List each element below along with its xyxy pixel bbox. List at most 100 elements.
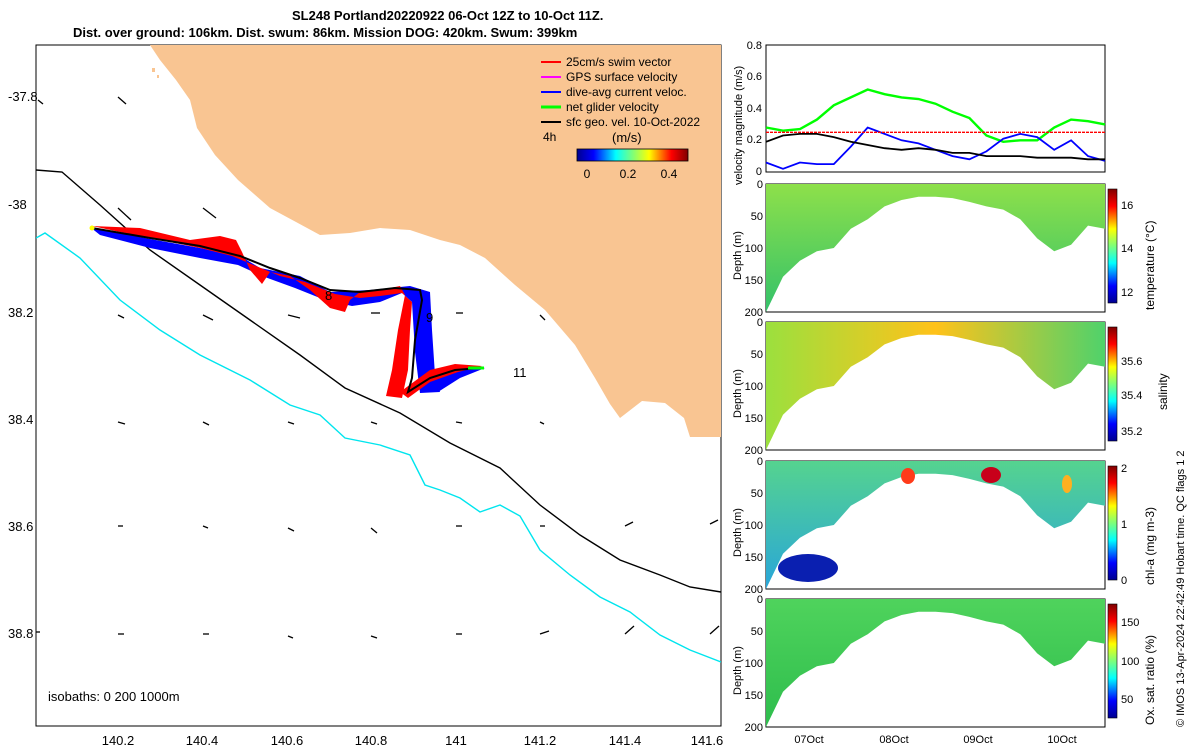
- chla-colorbar-tick: 0: [1121, 575, 1127, 587]
- glider-track: [89, 225, 484, 395]
- velocity-y-label: velocity magnitude (m/s): [733, 66, 745, 185]
- oxygen-colorbar-tick: 150: [1121, 617, 1139, 629]
- date-tick: 08Oct: [879, 734, 908, 746]
- oxygen-colorbar-label: Ox. sat. ratio (%): [1143, 635, 1157, 725]
- depth-tick: 50: [751, 349, 763, 361]
- isobath-note: isobaths: 0 200 1000m: [48, 689, 180, 704]
- salinity-colorbar-label: salinity: [1156, 373, 1170, 410]
- oxygen-colorbar-tick: 50: [1121, 694, 1133, 706]
- map-y-tick: 38.2: [8, 305, 33, 320]
- salinity-colorbar-tick: 35.6: [1121, 356, 1142, 368]
- section-depth-ticks: 0 50 100 150 200 0 50 100 150 200 0 50 1…: [745, 179, 763, 734]
- velocity-panel: 0 0.2 0.4 0.6 0.8 velocity magnitude (m/…: [733, 40, 1106, 185]
- chla-depth-label: Depth (m): [732, 508, 744, 557]
- velocity-series-group: [765, 88, 1106, 170]
- oxygen-colorbar-tick: 100: [1121, 656, 1139, 668]
- chla-colorbar: [1107, 465, 1118, 581]
- depth-tick: 0: [757, 317, 763, 329]
- map-y-ticks: -37.8 -38 38.2 38.4 38.6 38.8: [8, 89, 38, 641]
- temperature-section-fill: [766, 184, 1105, 312]
- date-tick: 09Oct: [963, 734, 992, 746]
- velocity-y-ticks: 0 0.2 0.4 0.6 0.8: [747, 40, 762, 178]
- map-x-tick: 141.4: [609, 733, 642, 748]
- map-x-tick: 141.2: [524, 733, 557, 748]
- map-colorbar-tick: 0.4: [661, 167, 678, 181]
- velocity-series-line: [765, 132, 1105, 161]
- salinity-colorbar: [1107, 326, 1118, 442]
- legend-label: GPS surface velocity: [566, 70, 677, 84]
- map-x-tick: 140.8: [355, 733, 388, 748]
- temperature-colorbar-tick: 14: [1121, 243, 1133, 255]
- depth-tick: 150: [745, 552, 763, 564]
- legend-label: sfc geo. vel. 10-Oct-2022: [566, 115, 700, 129]
- depth-tick: 200: [745, 584, 763, 596]
- velocity-y-tick: 0.6: [747, 71, 762, 83]
- chla-colorbar-label: chl-a (mg m-3): [1143, 507, 1157, 585]
- date-tick: 07Oct: [794, 734, 823, 746]
- title-line-2: Dist. over ground: 106km. Dist. swum: 86…: [73, 25, 577, 40]
- temperature-colorbar-label: temperature (°C): [1143, 221, 1157, 311]
- map-y-tick: 38.6: [8, 519, 33, 534]
- chla-hotspots: [778, 467, 1072, 582]
- oxygen-section-fill: [766, 599, 1105, 727]
- depth-tick: 150: [745, 690, 763, 702]
- map-x-tick: 141.6: [691, 733, 724, 748]
- depth-tick: 50: [751, 211, 763, 223]
- depth-tick: 0: [757, 179, 763, 191]
- date-tick: 10Oct: [1047, 734, 1076, 746]
- chla-panel: 2 1 0 chl-a (mg m-3) Depth (m): [732, 460, 1157, 590]
- temperature-colorbar-tick: 16: [1121, 200, 1133, 212]
- map-y-tick: -38: [8, 197, 27, 212]
- day-label: 11: [513, 365, 527, 380]
- velocity-frame: [765, 44, 1106, 173]
- temperature-colorbar-tick: 12: [1121, 287, 1133, 299]
- legend-item: dive-avg current veloc.: [541, 85, 687, 99]
- map-x-tick: 140.4: [186, 733, 219, 748]
- legend-item: GPS surface velocity: [541, 70, 677, 84]
- depth-tick: 200: [745, 445, 763, 457]
- temperature-panel: 16 14 12 temperature (°C) Depth (m): [732, 183, 1157, 313]
- day-label: 9: [426, 310, 433, 325]
- legend-label: 25cm/s swim vector: [566, 55, 671, 69]
- oxygen-colorbar: [1107, 603, 1118, 719]
- legend-item: net glider velocity: [541, 100, 659, 114]
- map-colorbar-tick: 0.2: [620, 167, 637, 181]
- legend-label: dive-avg current veloc.: [566, 85, 687, 99]
- depth-tick: 100: [745, 520, 763, 532]
- land-specks: [152, 68, 159, 78]
- depth-tick: 100: [745, 381, 763, 393]
- legend-item: 25cm/s swim vector: [541, 55, 671, 69]
- chla-section-fill: [766, 461, 1105, 589]
- title-line-1: SL248 Portland20220922 06-Oct 12Z to 10-…: [292, 8, 603, 23]
- salinity-depth-label: Depth (m): [732, 369, 744, 418]
- map-colorbar-tick: 0: [584, 167, 591, 181]
- depth-tick: 0: [757, 456, 763, 468]
- velocity-y-tick: 0: [756, 166, 762, 178]
- surface-geostrophic-velocity-arrows: [36, 96, 720, 639]
- salinity-colorbar-tick: 35.4: [1121, 390, 1142, 402]
- map-legend: 25cm/s swim vector GPS surface velocity …: [541, 55, 700, 181]
- depth-tick: 50: [751, 488, 763, 500]
- depth-tick: 200: [745, 722, 763, 734]
- day-label: 8: [325, 288, 332, 303]
- time-scale-label: 4h: [543, 130, 556, 144]
- depth-tick: 100: [745, 243, 763, 255]
- map-colorbar: [576, 148, 689, 162]
- salinity-panel: 35.6 35.4 35.2 salinity Depth (m): [732, 321, 1170, 451]
- salinity-colorbar-tick: 35.2: [1121, 426, 1142, 438]
- isobath-1000m: [36, 232, 721, 663]
- depth-tick: 150: [745, 413, 763, 425]
- salinity-section-fill: [766, 322, 1105, 450]
- dive-avg-current-vectors: [90, 227, 485, 393]
- map-colorbar-title: (m/s): [612, 130, 642, 145]
- map-y-tick: 38.4: [8, 412, 33, 427]
- temperature-colorbar: [1107, 188, 1118, 304]
- map-x-tick: 140.6: [271, 733, 304, 748]
- map-y-tick: 38.8: [8, 626, 33, 641]
- map-x-tick: 141: [445, 733, 467, 748]
- velocity-y-tick: 0.8: [747, 40, 762, 52]
- land-area: [150, 45, 721, 437]
- map-y-tick: -37.8: [8, 89, 38, 104]
- chla-colorbar-tick: 1: [1121, 519, 1127, 531]
